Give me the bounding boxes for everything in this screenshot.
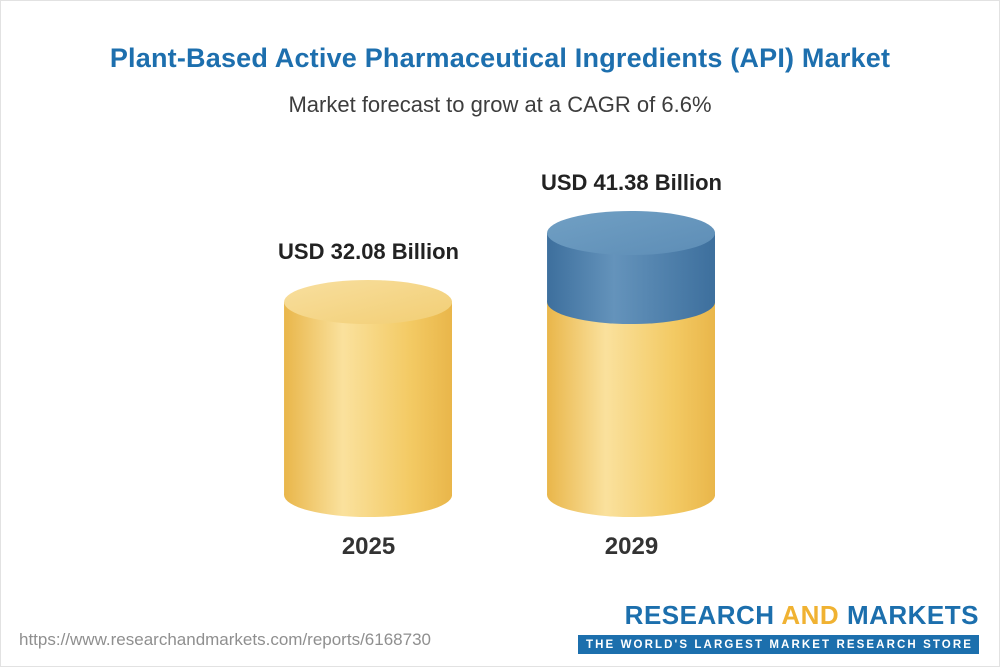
cylinder-bar-2029 xyxy=(547,211,716,517)
logo-word-markets: MARKETS xyxy=(846,600,979,630)
logo-wordmark: RESEARCH AND MARKETS xyxy=(578,600,979,631)
source-url: https://www.researchandmarkets.com/repor… xyxy=(19,630,431,649)
category-label-2025: 2025 xyxy=(341,533,396,560)
page-title: Plant-Based Active Pharmaceutical Ingred… xyxy=(109,43,891,73)
logo-tagline: THE WORLD'S LARGEST MARKET RESEARCH STOR… xyxy=(578,635,979,654)
value-label-2029: USD 41.38 Billion xyxy=(541,170,722,195)
bar-chart: USD 32.08 Billion 2025 USD 41.38 Billion… xyxy=(278,170,722,561)
chart-header: Plant-Based Active Pharmaceutical Ingred… xyxy=(1,1,999,118)
bar-group-2029: USD 41.38 Billion 2029 xyxy=(541,170,722,561)
cylinder-bar-2025 xyxy=(284,280,453,517)
category-label-2029: 2029 xyxy=(604,533,659,560)
research-and-markets-logo: RESEARCH AND MARKETS THE WORLD'S LARGEST… xyxy=(578,600,979,654)
bar-group-2025: USD 32.08 Billion 2025 xyxy=(278,239,459,561)
logo-word-research: RESEARCH xyxy=(624,600,775,630)
logo-word-and: AND xyxy=(781,600,840,630)
value-label-2025: USD 32.08 Billion xyxy=(278,239,459,264)
page-subtitle: Market forecast to grow at a CAGR of 6.6… xyxy=(288,92,712,117)
